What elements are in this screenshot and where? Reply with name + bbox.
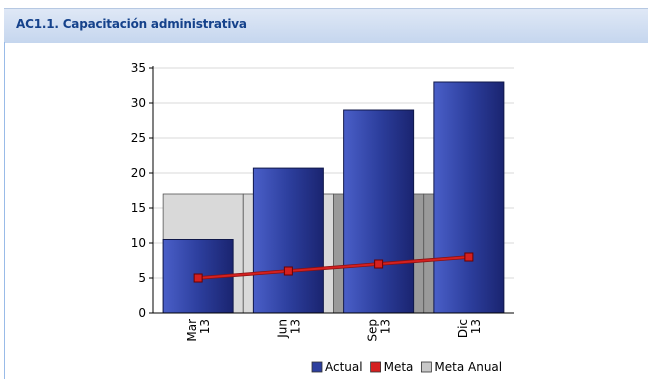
legend-swatch xyxy=(311,361,323,373)
meta-point xyxy=(283,266,293,276)
actual-bar xyxy=(343,109,415,314)
actual-bar xyxy=(252,167,324,314)
legend-swatch xyxy=(370,361,381,373)
legend-label: Meta xyxy=(384,360,414,374)
legend-label: Actual xyxy=(325,360,363,374)
y-tick-label: 35 xyxy=(131,61,146,75)
x-tick-label: Mar13 xyxy=(185,319,212,342)
actual-bars-layer xyxy=(162,81,505,314)
panel-border xyxy=(4,42,5,379)
y-tick-label: 30 xyxy=(131,96,146,110)
x-tick-label: Jun13 xyxy=(275,319,302,339)
meta-point xyxy=(193,273,203,283)
legend: Actual Meta Meta Anual xyxy=(311,360,502,374)
meta-line xyxy=(198,256,469,279)
meta-point xyxy=(374,259,384,269)
y-tick-label: 10 xyxy=(131,236,146,250)
y-tick-label: 5 xyxy=(138,271,146,285)
legend-swatch xyxy=(420,361,432,373)
svg-text:Dic13: Dic13 xyxy=(456,319,483,338)
y-tick-label: 25 xyxy=(131,131,146,145)
panel-header: AC1.1. Capacitación administrativa xyxy=(4,8,648,43)
panel-title: AC1.1. Capacitación administrativa xyxy=(16,17,247,31)
y-tick-label: 20 xyxy=(131,166,146,180)
y-tick-label: 0 xyxy=(138,306,146,320)
y-tick-label: 15 xyxy=(131,201,146,215)
svg-text:Jun13: Jun13 xyxy=(275,319,302,339)
actual-bar xyxy=(433,81,505,314)
x-tick-label: Sep13 xyxy=(366,319,393,342)
legend-label: Meta Anual xyxy=(434,360,502,374)
svg-text:Sep13: Sep13 xyxy=(366,319,393,342)
svg-text:Mar13: Mar13 xyxy=(185,319,212,342)
axis-layer: 0 5 10 15 20 25 30 35 Mar13 Jun13 Sep13 Dic13 xyxy=(131,61,514,342)
x-tick-label: Dic13 xyxy=(456,319,483,338)
meta-line-layer xyxy=(193,252,474,283)
meta-point xyxy=(464,252,474,262)
